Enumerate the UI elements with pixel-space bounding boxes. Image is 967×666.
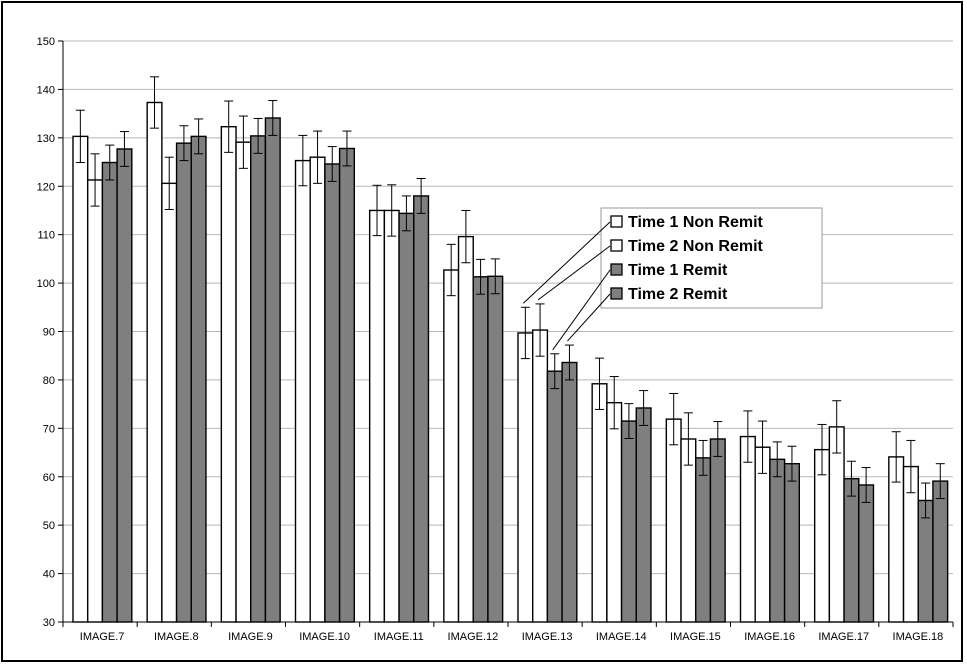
- bar: [813, 448, 831, 623]
- bar: [620, 420, 637, 623]
- grid-lines: [63, 40, 953, 623]
- x-tick-label: IMAGE.12: [448, 631, 499, 643]
- y-tick-label: 130: [37, 133, 55, 145]
- bar: [116, 148, 133, 623]
- bar: [161, 182, 178, 623]
- bar: [368, 209, 386, 623]
- bar: [264, 117, 281, 623]
- bar: [695, 457, 712, 623]
- bar: [294, 159, 311, 623]
- x-tick-label: IMAGE.18: [893, 631, 944, 643]
- bar: [828, 426, 845, 623]
- bar: [101, 161, 118, 623]
- bar: [591, 383, 608, 623]
- bar: [680, 438, 697, 623]
- legend: Time 1 Non Remit Time 2 Non Remit Time 1 R…: [523, 207, 823, 351]
- bar: [443, 269, 460, 623]
- series-2: [101, 117, 934, 623]
- x-axis: IMAGE.7 IMAGE.8 IMAGE.9 IMAGE.10 IMAGE.11 IMA…: [62, 621, 954, 643]
- legend-swatch: [610, 263, 623, 276]
- legend-leader-line: [567, 293, 611, 342]
- bar: [398, 212, 415, 623]
- y-tick-label: 30: [43, 617, 55, 629]
- bar: [146, 101, 163, 623]
- bar: [769, 458, 786, 623]
- bar: [606, 401, 623, 623]
- bar: [561, 361, 578, 623]
- bar: [472, 276, 489, 623]
- bar: [709, 438, 726, 623]
- legend-swatch: [610, 287, 623, 300]
- bar: [532, 329, 549, 623]
- legend-label: Time 1 Remit: [628, 262, 728, 279]
- x-tick-label: IMAGE.14: [596, 631, 647, 643]
- y-tick-label: 60: [43, 472, 55, 484]
- y-tick-label: 70: [43, 423, 55, 435]
- bar: [413, 195, 430, 623]
- bar: [457, 235, 474, 623]
- bar: [858, 484, 875, 623]
- x-tick-label: IMAGE.8: [154, 631, 199, 643]
- bar: [517, 332, 534, 623]
- legend-box: [600, 207, 823, 309]
- legend-swatch: [610, 239, 623, 252]
- bar: [932, 480, 949, 623]
- bar: [72, 135, 89, 623]
- bar: [843, 477, 860, 623]
- bar: [220, 125, 237, 623]
- bar: [86, 179, 104, 623]
- bar: [665, 418, 682, 623]
- bar-chart: 30 40 50 60 70 80 90 100 110 120 130 140 150 IMAGE.7…: [37, 36, 954, 643]
- y-tick-label: 40: [43, 569, 55, 581]
- x-tick-label: IMAGE.15: [670, 631, 721, 643]
- bar: [383, 209, 400, 623]
- bar: [739, 435, 756, 623]
- x-tick-label: IMAGE.10: [299, 631, 350, 643]
- legend-label: Time 1 Non Remit: [628, 214, 764, 231]
- y-tick-label: 140: [37, 84, 55, 96]
- y-axis: 30 40 50 60 70 80 90 100 110 120 130 140 150: [37, 36, 64, 629]
- bar: [917, 499, 934, 623]
- y-tick-label: 80: [43, 375, 55, 387]
- x-tick-label: IMAGE.7: [80, 631, 125, 643]
- x-tick-label: IMAGE.11: [374, 631, 424, 643]
- bar-series: [72, 76, 949, 623]
- x-tick-label: IMAGE.9: [228, 631, 273, 643]
- bar: [324, 163, 341, 623]
- y-tick-label: 120: [37, 181, 55, 193]
- bar: [250, 135, 267, 623]
- bar: [546, 370, 563, 623]
- legend-leader-line: [552, 269, 611, 351]
- legend-leader-line: [523, 221, 611, 304]
- bar: [309, 156, 326, 623]
- bar: [635, 407, 652, 623]
- y-tick-label: 150: [37, 36, 55, 48]
- bar: [487, 275, 504, 623]
- x-tick-label: IMAGE.17: [818, 631, 869, 643]
- legend-leader-line: [537, 245, 611, 301]
- bar: [338, 147, 356, 623]
- y-tick-label: 110: [37, 230, 55, 242]
- bar: [190, 135, 207, 623]
- legend-label: Time 2 Non Remit: [628, 238, 764, 255]
- bar: [175, 142, 192, 623]
- y-tick-label: 100: [37, 278, 55, 290]
- legend-swatch: [610, 215, 623, 228]
- y-tick-label: 90: [43, 327, 55, 339]
- series-0: [72, 76, 905, 623]
- x-tick-label: IMAGE.16: [744, 631, 795, 643]
- bar: [783, 462, 800, 623]
- x-tick-label: IMAGE.13: [522, 631, 573, 643]
- y-tick-label: 50: [43, 520, 55, 532]
- bar: [235, 141, 252, 623]
- legend-label: Time 2 Remit: [628, 286, 728, 303]
